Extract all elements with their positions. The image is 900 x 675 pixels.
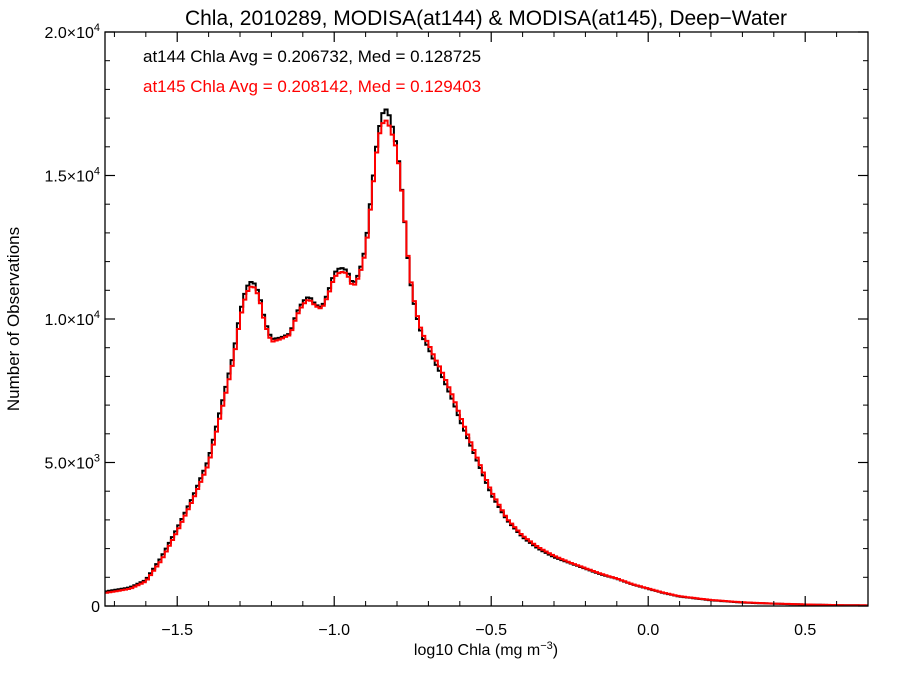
y-tick-label: 2.0×104 bbox=[44, 22, 100, 42]
series-line-2 bbox=[105, 119, 868, 607]
y-tick-label: 1.5×104 bbox=[44, 166, 100, 186]
ticks-layer bbox=[105, 31, 869, 607]
x-tick-label: −0.5 bbox=[475, 622, 507, 639]
annotation-at145: at145 Chla Avg = 0.208142, Med = 0.12940… bbox=[143, 77, 481, 96]
x-tick-label: −1.5 bbox=[161, 622, 193, 639]
series-layer bbox=[105, 108, 868, 607]
x-tick-label: −1.0 bbox=[318, 622, 350, 639]
y-tick-label: 5.0×103 bbox=[44, 453, 100, 473]
x-tick-label: 0.0 bbox=[637, 622, 659, 639]
chart-title: Chla, 2010289, MODISA(at144) & MODISA(at… bbox=[185, 7, 787, 30]
annotation-at144: at144 Chla Avg = 0.206732, Med = 0.12872… bbox=[143, 47, 481, 66]
y-axis-label: Number of Observations bbox=[4, 227, 23, 411]
y-tick-label: 1.0×104 bbox=[44, 309, 100, 329]
x-axis-label: log10 Chla (mg m−3) bbox=[414, 640, 558, 659]
y-tick-label: 0 bbox=[91, 599, 100, 616]
y-tick-labels: 0 5.0×103 1.0×104 1.5×104 2.0×104 bbox=[44, 22, 100, 616]
x-tick-labels: −1.5 −1.0 −0.5 0.0 0.5 bbox=[161, 622, 816, 639]
x-tick-label: 0.5 bbox=[794, 622, 816, 639]
